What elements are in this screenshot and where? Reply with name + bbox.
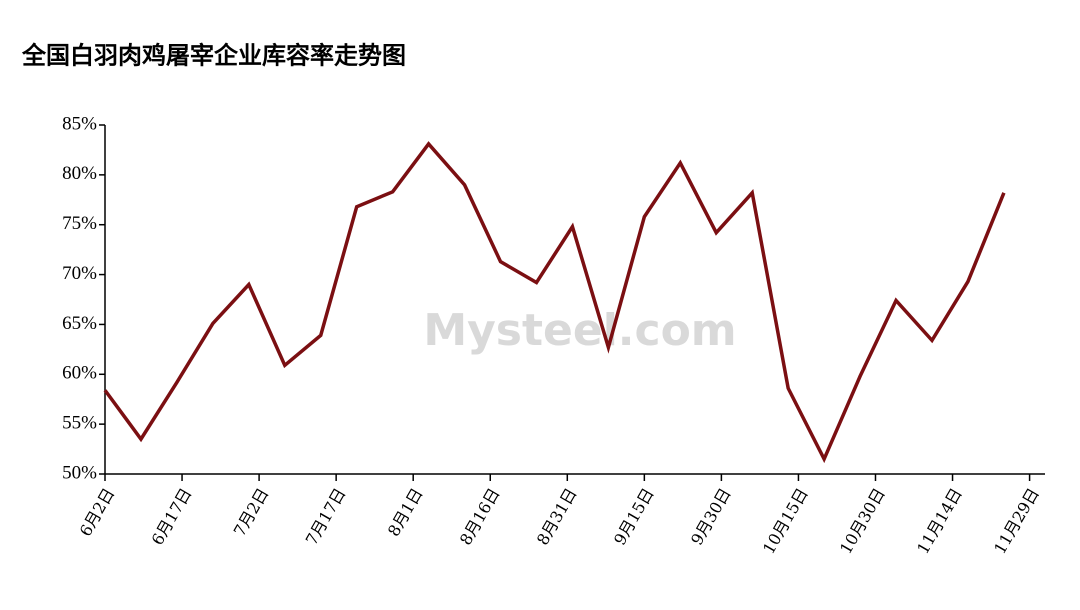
- watermark: Mysteel.com: [423, 305, 736, 356]
- x-tick-label: 6月17日: [148, 485, 196, 549]
- y-tick-label: 75%: [62, 213, 97, 234]
- x-tick-label: 11月14日: [913, 485, 966, 557]
- x-tick-label: 11月29日: [990, 485, 1043, 557]
- data-line: [103, 141, 1006, 464]
- x-tick-label: 10月15日: [759, 485, 812, 557]
- y-tick-label: 55%: [62, 413, 97, 434]
- x-tick-label: 6月2日: [76, 485, 119, 540]
- x-tick-label: 9月30日: [687, 485, 735, 549]
- chart-title: 全国白羽肉鸡屠宰企业库容率走势图: [21, 41, 406, 70]
- y-tick-label: 70%: [62, 263, 97, 284]
- x-tick-label: 8月1日: [384, 485, 427, 540]
- y-tick-label: 85%: [62, 113, 97, 134]
- x-tick-label: 9月15日: [610, 485, 658, 549]
- x-tick-label: 7月17日: [302, 485, 350, 549]
- x-tick-label: 8月31日: [533, 485, 581, 549]
- x-tick-label: 10月30日: [836, 485, 889, 557]
- x-tick-label: 7月2日: [230, 485, 273, 540]
- x-tick-label: 8月16日: [456, 485, 504, 549]
- y-tick-label: 80%: [62, 163, 97, 184]
- y-tick-label: 60%: [62, 363, 97, 384]
- y-tick-label: 50%: [62, 462, 97, 483]
- y-tick-label: 65%: [62, 313, 97, 334]
